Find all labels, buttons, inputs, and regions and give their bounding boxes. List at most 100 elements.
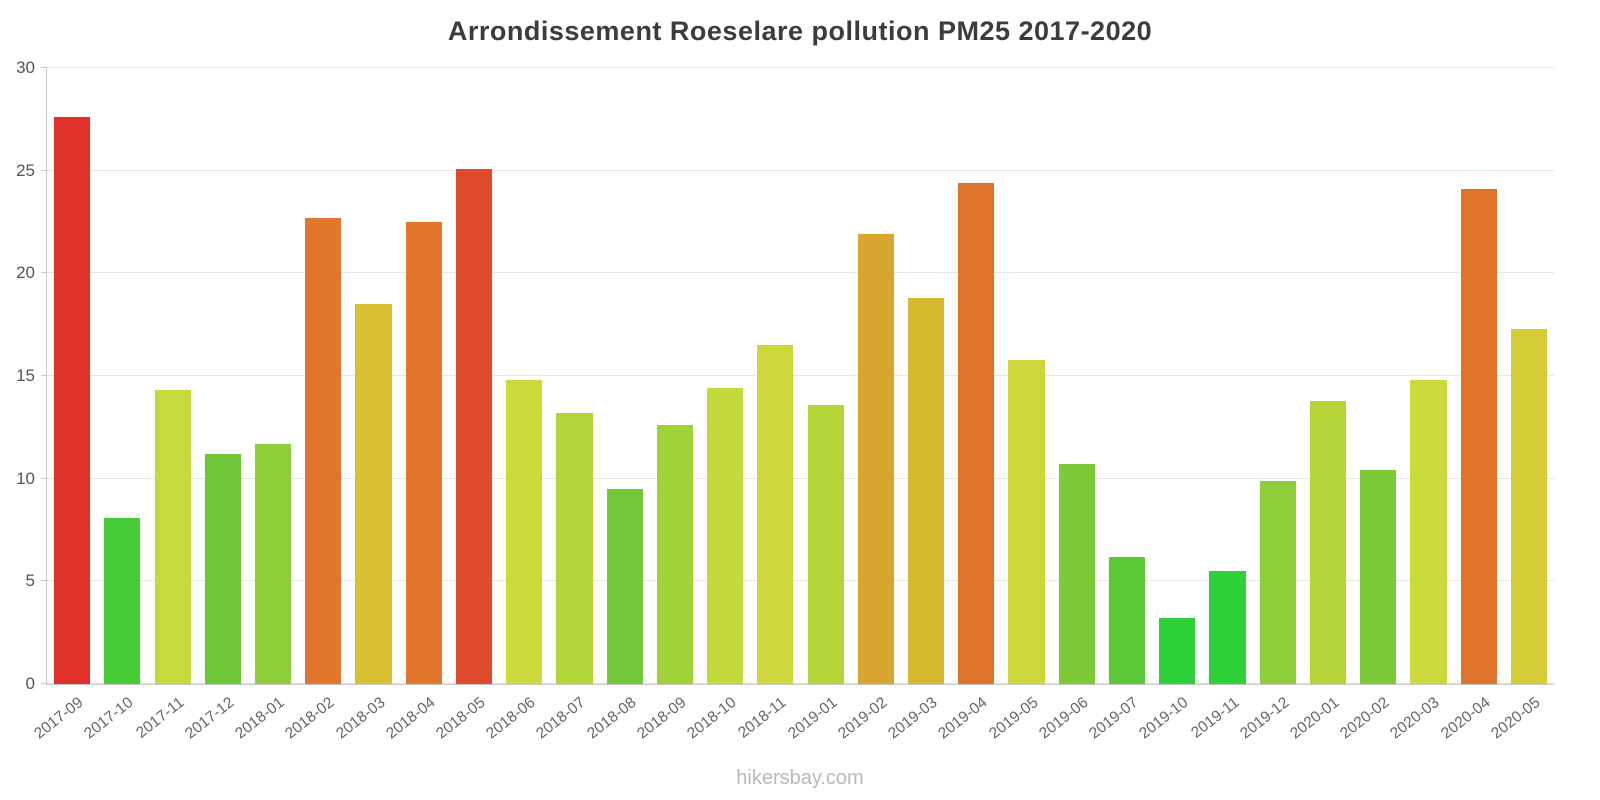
bar-slot: 2017-10 bbox=[82, 68, 147, 742]
bar-2018-09 bbox=[656, 425, 693, 684]
x-tick-label: 2018-04 bbox=[382, 694, 439, 743]
x-tick-label: 2018-03 bbox=[332, 694, 388, 743]
bar-2019-11 bbox=[1209, 571, 1246, 684]
y-tickmark bbox=[41, 580, 47, 582]
bar-slot: 2019-01 bbox=[785, 68, 851, 742]
chart-title: Arrondissement Roeselare pollution PM25 … bbox=[447, 16, 1153, 46]
bar-2018-03 bbox=[355, 304, 392, 684]
plot-area: 2017-09 2017-10 2017-11 2017-12 2018-01 2018-… bbox=[16, 58, 1554, 742]
x-tick-label: 2019-05 bbox=[985, 694, 1042, 743]
bar-slot: 2020-03 bbox=[1388, 68, 1453, 742]
bar-slot: 2017-12 bbox=[182, 68, 248, 742]
bar-2020-04 bbox=[1460, 189, 1497, 684]
bar-slot: 2019-10 bbox=[1136, 68, 1202, 742]
y-tickmark bbox=[41, 477, 47, 479]
bar-2020-05 bbox=[1510, 328, 1547, 684]
bar-2019-05 bbox=[1008, 359, 1045, 684]
bar-slot: 2018-11 bbox=[735, 68, 800, 742]
bar-slot: 2018-05 bbox=[433, 68, 499, 742]
bar-2019-02 bbox=[857, 234, 894, 684]
bar-2019-07 bbox=[1108, 556, 1146, 684]
x-tick-label: 2019-04 bbox=[935, 694, 991, 743]
bar-2020-03 bbox=[1410, 380, 1447, 684]
x-tick-label: 2019-01 bbox=[784, 694, 841, 743]
x-tick-label: 2018-10 bbox=[684, 694, 740, 743]
bar-2019-03 bbox=[908, 297, 945, 684]
bar-slot: 2018-04 bbox=[383, 68, 449, 742]
x-tick-label: 2018-08 bbox=[583, 694, 640, 743]
bar-2018-06 bbox=[506, 380, 543, 684]
bar-2019-12 bbox=[1259, 480, 1296, 684]
x-tick-label: 2020-01 bbox=[1287, 694, 1343, 743]
y-tick-label: 20 bbox=[16, 263, 35, 283]
x-tick-label: 2020-04 bbox=[1437, 694, 1494, 743]
x-tick-label: 2018-09 bbox=[634, 694, 690, 743]
bar-2018-11 bbox=[757, 345, 794, 684]
x-tick-label: 2020-05 bbox=[1488, 694, 1544, 743]
y-tickmark bbox=[41, 67, 47, 68]
bar-slot: 2019-06 bbox=[1036, 68, 1102, 742]
bar-slot: 2018-02 bbox=[282, 68, 348, 742]
x-tick-label: 2018-11 bbox=[735, 694, 790, 742]
bar-slot: 2019-05 bbox=[986, 68, 1051, 742]
bar-slot: 2017-09 bbox=[31, 68, 97, 742]
y-tick-label: 30 bbox=[16, 58, 35, 77]
bar-slot: 2018-10 bbox=[684, 68, 750, 742]
bar-2018-05 bbox=[455, 168, 493, 684]
bar-2017-11 bbox=[154, 390, 191, 684]
x-tick-label: 2018-05 bbox=[433, 694, 489, 743]
gridline-25 bbox=[47, 169, 1554, 171]
watermark: hikersbay.com bbox=[736, 767, 864, 789]
bar-slot: 2017-11 bbox=[133, 68, 197, 742]
gridline-30 bbox=[47, 67, 1554, 68]
x-tick-label: 2018-07 bbox=[533, 694, 589, 743]
bar-slot: 2019-11 bbox=[1188, 68, 1252, 742]
bar-2020-02 bbox=[1360, 470, 1397, 684]
y-tickmark bbox=[41, 683, 47, 684]
bar-slot: 2018-03 bbox=[333, 68, 398, 742]
bar-2019-01 bbox=[807, 404, 844, 684]
x-tick-label: 2017-12 bbox=[181, 694, 238, 743]
bar-slot: 2018-06 bbox=[483, 68, 549, 742]
bar-2018-10 bbox=[707, 388, 744, 684]
x-tick-label: 2018-02 bbox=[282, 694, 338, 743]
x-tick-label: 2019-02 bbox=[835, 694, 891, 743]
bar-2019-10 bbox=[1159, 618, 1196, 684]
x-tick-label: 2019-12 bbox=[1236, 694, 1293, 743]
x-tick-label: 2017-10 bbox=[81, 694, 137, 743]
bar-slot: 2018-09 bbox=[634, 68, 700, 742]
gridline-0 bbox=[47, 683, 1554, 684]
gridline-5 bbox=[47, 580, 1554, 582]
bar-2017-12 bbox=[204, 454, 241, 684]
y-tick-label: 5 bbox=[25, 571, 35, 591]
bar-2018-01 bbox=[254, 443, 292, 684]
x-tick-label: 2018-01 bbox=[232, 694, 288, 743]
x-tick-label: 2018-06 bbox=[483, 694, 539, 743]
x-tick-label: 2017-11 bbox=[132, 694, 188, 742]
y-tick-label: 0 bbox=[25, 674, 35, 693]
bars-container: 2017-09 2017-10 2017-11 2017-12 2018-01 2018-… bbox=[31, 68, 1554, 742]
bar-2017-09 bbox=[54, 117, 91, 684]
x-tick-label: 2017-09 bbox=[31, 694, 87, 743]
y-tick-label: 10 bbox=[16, 468, 35, 488]
y-tickmark bbox=[41, 169, 47, 171]
bar-slot: 2018-07 bbox=[534, 68, 599, 742]
bar-slot: 2019-12 bbox=[1237, 68, 1303, 742]
bar-slot: 2020-04 bbox=[1438, 68, 1504, 742]
bar-2019-04 bbox=[958, 183, 995, 684]
bar-slot: 2020-05 bbox=[1488, 68, 1554, 742]
x-tick-label: 2019-10 bbox=[1136, 694, 1192, 743]
bar-slot: 2020-02 bbox=[1337, 68, 1403, 742]
bar-2020-01 bbox=[1309, 400, 1347, 684]
bar-slot: 2019-02 bbox=[835, 68, 901, 742]
x-tick-label: 2019-03 bbox=[885, 694, 941, 743]
gridline-20 bbox=[47, 272, 1554, 274]
x-tick-label: 2020-02 bbox=[1337, 694, 1393, 743]
bar-slot: 2018-01 bbox=[232, 68, 298, 742]
bar-2017-10 bbox=[104, 517, 141, 684]
gridline-10 bbox=[47, 477, 1554, 479]
y-tick-label: 15 bbox=[16, 366, 35, 385]
gridline-15 bbox=[47, 375, 1554, 376]
bar-2018-04 bbox=[405, 222, 442, 684]
y-tickmark bbox=[41, 375, 47, 376]
